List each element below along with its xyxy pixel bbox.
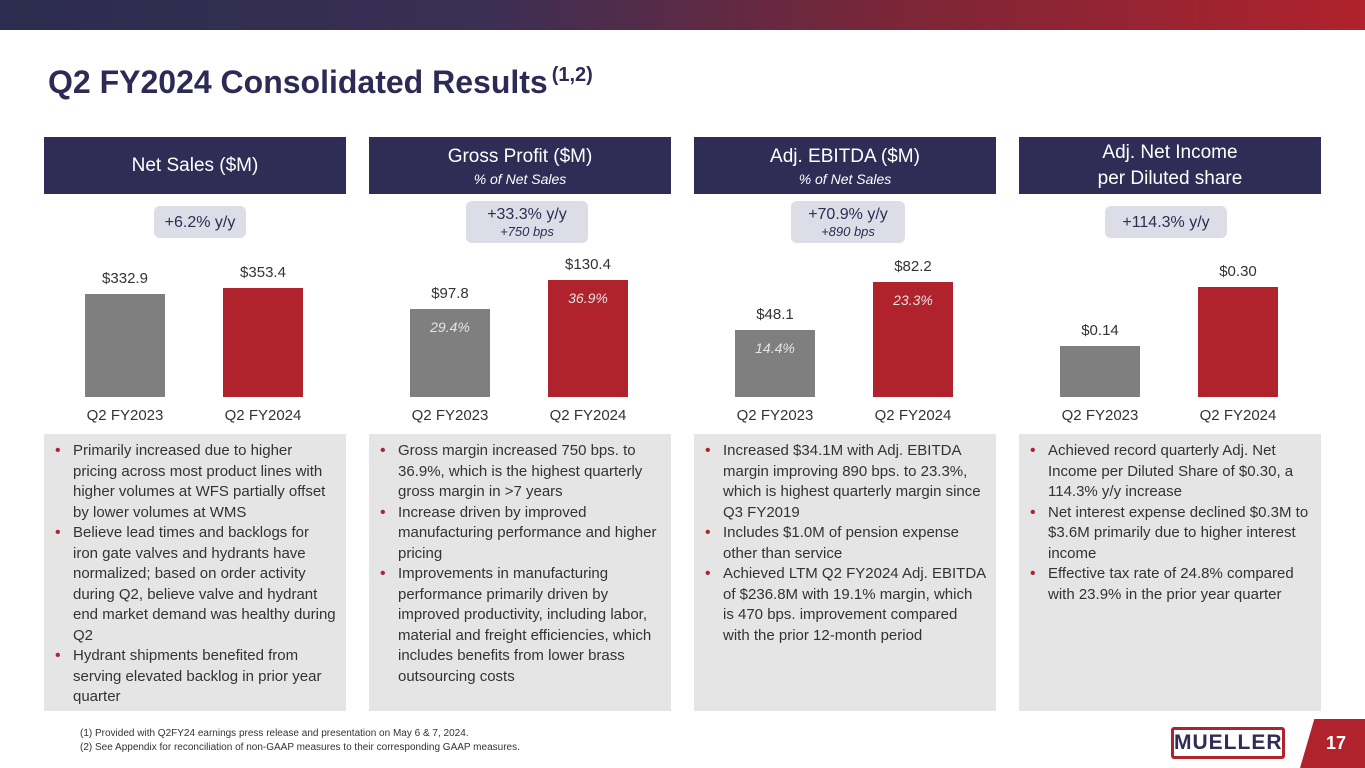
growth-value: +33.3% y/y: [487, 206, 567, 223]
bar-chart: $48.1 14.4% Q2 FY2023 $82.2 23.3% Q2 FY2024: [694, 247, 996, 425]
bullet-point: Increased $34.1M with Adj. EBITDA margin…: [704, 441, 986, 523]
growth-value: +70.9% y/y: [808, 206, 888, 223]
mueller-logo: MUELLER: [1171, 727, 1285, 759]
growth-badge: +114.3% y/y: [1105, 206, 1227, 238]
top-banner: [0, 0, 1365, 30]
growth-badge: +6.2% y/y: [154, 206, 246, 238]
bar-q2-fy2024: [873, 282, 953, 397]
page-title: Q2 FY2024 Consolidated Results (1,2): [48, 64, 593, 100]
commentary-box: Gross margin increased 750 bps. to 36.9%…: [369, 434, 671, 711]
bar-value-label: $48.1: [756, 306, 794, 323]
bar-q2-fy2023: [85, 294, 165, 397]
bullet-point: Increase driven by improved manufacturin…: [379, 503, 661, 565]
panel-subheading: % of Net Sales: [798, 170, 892, 187]
bar-value-label: $332.9: [102, 270, 148, 287]
panel-header: Adj. Net Income per Diluted share: [1019, 137, 1321, 194]
bar-margin-label: 36.9%: [568, 290, 608, 306]
x-axis-label: Q2 FY2023: [736, 407, 814, 424]
bullet-point: Primarily increased due to higher pricin…: [54, 441, 336, 523]
panel-subheading: % of Net Sales: [473, 170, 567, 187]
bullet-point: Believe lead times and backlogs for iron…: [54, 523, 336, 646]
bullet-point: Achieved LTM Q2 FY2024 Adj. EBITDA of $2…: [704, 564, 986, 646]
page-number: 17: [1325, 733, 1347, 753]
bar-value-label: $0.30: [1219, 263, 1257, 280]
bar-value-label: $0.14: [1081, 322, 1119, 339]
x-axis-label: Q2 FY2024: [874, 407, 952, 424]
footnote-2: (2) See Appendix for reconciliation of n…: [80, 742, 520, 753]
title-footnote-ref: (1,2): [551, 64, 593, 86]
x-axis-label: Q2 FY2024: [549, 407, 627, 424]
panel-adj-ebitda: Adj. EBITDA ($M) % of Net Sales +70.9% y/y…: [694, 137, 996, 711]
panel-header: Net Sales ($M): [44, 137, 346, 194]
bullet-point: Achieved record quarterly Adj. Net Incom…: [1029, 441, 1311, 503]
bullet-point: Hydrant shipments benefited from serving…: [54, 646, 336, 708]
panel-gross-profit: Gross Profit ($M) % of Net Sales +33.3% y/…: [369, 137, 671, 711]
panel-heading: Net Sales ($M): [131, 154, 259, 176]
bullet-point: Includes $1.0M of pension expense other …: [704, 523, 986, 564]
bar-q2-fy2024: [548, 280, 628, 397]
bar-q2-fy2024: [1198, 287, 1278, 397]
x-axis-label: Q2 FY2023: [1061, 407, 1139, 424]
footnote-1: (1) Provided with Q2FY24 earnings press …: [80, 728, 469, 739]
bar-margin-label: 23.3%: [893, 292, 933, 308]
bullet-point: Effective tax rate of 24.8% compared wit…: [1029, 564, 1311, 605]
commentary-box: Increased $34.1M with Adj. EBITDA margin…: [694, 434, 996, 711]
bullet-point: Gross margin increased 750 bps. to 36.9%…: [379, 441, 661, 503]
growth-value: +6.2% y/y: [164, 213, 236, 231]
bar-value-label: $130.4: [565, 256, 611, 273]
panel-header: Adj. EBITDA ($M) % of Net Sales: [694, 137, 996, 194]
growth-badge: +33.3% y/y +750 bps: [466, 201, 588, 243]
bar-margin-label: 14.4%: [755, 340, 795, 356]
footnotes: (1) Provided with Q2FY24 earnings press …: [80, 727, 520, 755]
panel-subheading: per Diluted share: [1097, 167, 1243, 189]
panel-heading: Adj. Net Income: [1102, 141, 1238, 163]
panel-adj-net-income: Adj. Net Income per Diluted share +114.3% …: [1019, 137, 1321, 711]
bar-value-label: $82.2: [894, 258, 932, 275]
bar-chart: $97.8 29.4% Q2 FY2023 $130.4 36.9% Q2 FY2024: [369, 247, 671, 425]
growth-badge: +70.9% y/y +890 bps: [791, 201, 905, 243]
x-axis-label: Q2 FY2023: [86, 407, 164, 424]
bullet-point: Improvements in manufacturing performanc…: [379, 564, 661, 687]
panel-heading: Gross Profit ($M): [447, 145, 593, 167]
panel-heading: Adj. EBITDA ($M): [770, 145, 920, 167]
bar-q2-fy2023: [410, 309, 490, 397]
x-axis-label: Q2 FY2024: [224, 407, 302, 424]
commentary-box: Primarily increased due to higher pricin…: [44, 434, 346, 711]
panel-net-sales: Net Sales ($M) +6.2% y/y $332.9 Q2 FY2023 $3…: [44, 137, 346, 711]
bar-chart: $332.9 Q2 FY2023 $353.4 Q2 FY2024: [44, 247, 346, 425]
bar-q2-fy2024: [223, 288, 303, 397]
margin-change: +890 bps: [821, 224, 875, 239]
margin-change: +750 bps: [500, 224, 554, 239]
x-axis-label: Q2 FY2023: [411, 407, 489, 424]
bar-value-label: $97.8: [431, 285, 469, 302]
bullet-point: Net interest expense declined $0.3M to $…: [1029, 503, 1311, 565]
x-axis-label: Q2 FY2024: [1199, 407, 1277, 424]
bar-value-label: $353.4: [240, 264, 286, 281]
bar-q2-fy2023: [735, 330, 815, 397]
panel-header: Gross Profit ($M) % of Net Sales: [369, 137, 671, 194]
bar-margin-label: 29.4%: [430, 319, 470, 335]
growth-value: +114.3% y/y: [1122, 213, 1210, 231]
commentary-box: Achieved record quarterly Adj. Net Incom…: [1019, 434, 1321, 711]
bar-q2-fy2023: [1060, 346, 1140, 397]
bar-chart: $0.14 Q2 FY2023 $0.30 Q2 FY2024: [1019, 247, 1321, 425]
